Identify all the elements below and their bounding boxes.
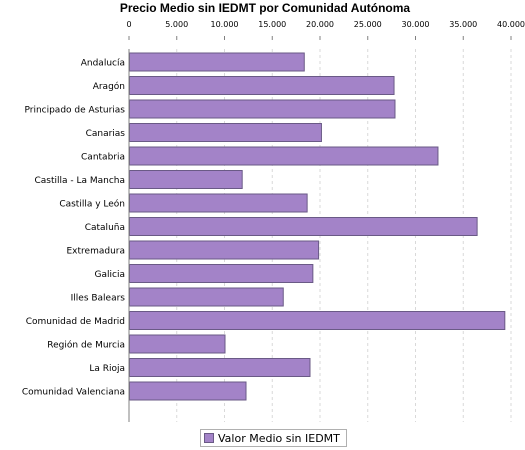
legend: Valor Medio sin IEDMT xyxy=(200,429,347,447)
category-label: Galicia xyxy=(95,270,125,280)
bar xyxy=(129,240,320,260)
category-labels: Andalucía Aragón Principado de Asturias Can… xyxy=(22,59,125,398)
category-label: Región de Murcia xyxy=(47,340,125,351)
bar xyxy=(129,264,314,283)
x-tick-label: 20.000 xyxy=(306,20,334,29)
x-tick-label: 25.000 xyxy=(354,20,382,29)
legend-swatch xyxy=(204,433,214,443)
category-label: Cantabria xyxy=(81,153,125,163)
category-label: Canarias xyxy=(86,129,126,139)
bar xyxy=(129,358,311,377)
category-label: Castilla y León xyxy=(59,199,125,210)
bar xyxy=(129,287,284,307)
x-tick-label: 0 xyxy=(126,20,131,29)
x-tick-label: 30.000 xyxy=(402,20,430,29)
bar xyxy=(129,193,308,213)
legend-label: Valor Medio sin IEDMT xyxy=(218,431,340,445)
category-label: Aragón xyxy=(93,81,125,92)
x-tick-label: 40.000 xyxy=(497,20,525,29)
bar xyxy=(129,311,506,330)
category-label: Castilla - La Mancha xyxy=(34,176,125,186)
category-label: Comunidad Valenciana xyxy=(22,388,125,398)
x-tick-label: 15.000 xyxy=(258,20,286,29)
bar xyxy=(129,123,322,142)
category-label: Extremadura xyxy=(67,247,126,257)
bar xyxy=(129,381,247,401)
bar xyxy=(129,76,395,95)
x-tick-label: 10.000 xyxy=(211,20,239,29)
category-label: Cataluña xyxy=(85,223,125,233)
x-axis-ticks: 0 5.000 10.000 15.000 20.000 25.000 30.000 35.0… xyxy=(126,20,525,40)
bar xyxy=(129,217,478,236)
category-label: Illes Balears xyxy=(71,294,126,304)
category-label: Andalucía xyxy=(81,59,125,69)
bar xyxy=(129,146,439,166)
category-label: La Rioja xyxy=(89,364,125,374)
bar xyxy=(129,99,396,119)
bar xyxy=(129,334,226,354)
bar xyxy=(129,52,305,72)
x-tick-label: 35.000 xyxy=(449,20,477,29)
x-tick-label: 5.000 xyxy=(165,20,188,29)
bars xyxy=(129,52,506,401)
bar xyxy=(129,170,243,189)
chart-title: Precio Medio sin IEDMT por Comunidad Aut… xyxy=(120,1,411,15)
category-label: Comunidad de Madrid xyxy=(26,317,125,327)
category-label: Principado de Asturias xyxy=(24,106,125,116)
